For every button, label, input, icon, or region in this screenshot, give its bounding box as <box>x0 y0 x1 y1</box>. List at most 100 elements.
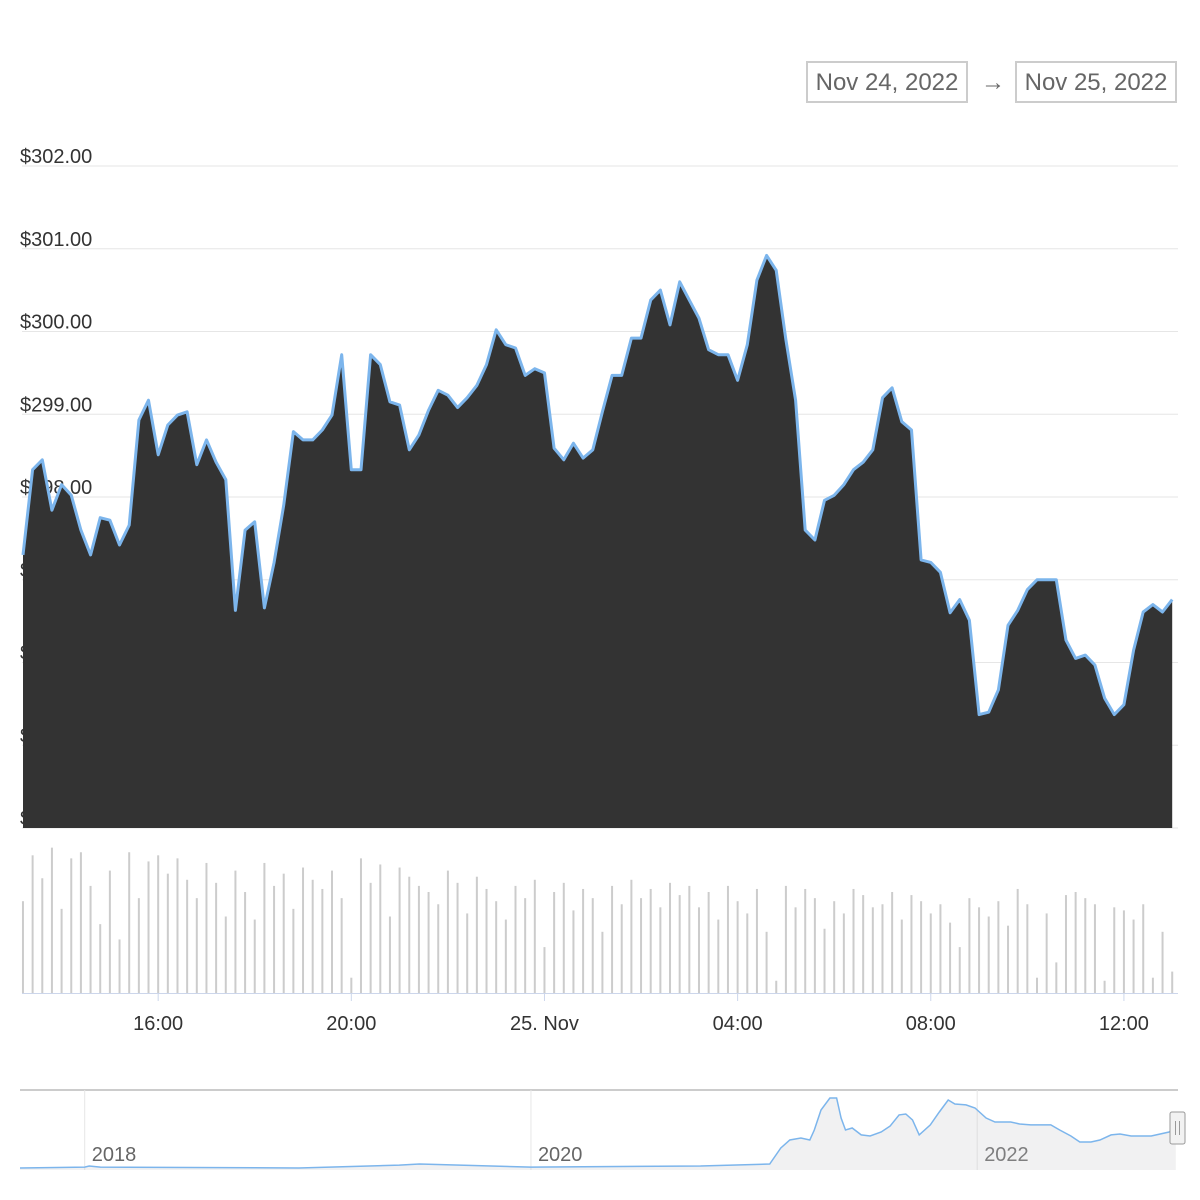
volume-bar <box>891 892 894 993</box>
volume-bar <box>717 919 720 993</box>
volume-bar <box>688 885 691 993</box>
volume-bar <box>186 879 189 993</box>
volume-bar <box>321 888 324 993</box>
volume-bar <box>244 892 247 993</box>
volume-bar <box>292 908 295 993</box>
volume-bar <box>446 870 449 993</box>
volume-bar <box>369 882 372 993</box>
volume-bar <box>79 852 82 993</box>
volume-bar <box>50 847 53 993</box>
volume-bar <box>852 888 855 993</box>
volume-bar <box>398 867 401 993</box>
volume-bar <box>755 888 758 993</box>
volume-bar <box>978 907 981 993</box>
volume-bar <box>466 913 469 993</box>
volume-bar <box>533 879 536 993</box>
volume-bar <box>1036 977 1039 993</box>
volume-bar <box>910 895 913 993</box>
volume-bar <box>611 885 614 993</box>
volume-bar <box>949 922 952 993</box>
volume-bar <box>1142 904 1145 993</box>
volume-bar <box>89 885 92 993</box>
volume-bar <box>456 882 459 993</box>
volume-bar <box>331 870 334 993</box>
volume-bar <box>1161 931 1164 993</box>
date-from[interactable]: Nov 24, 2022 <box>816 69 959 96</box>
volume-bar <box>813 898 816 993</box>
volume-bar <box>1064 895 1067 993</box>
volume-bar <box>833 901 836 993</box>
volume-bar <box>823 928 826 993</box>
volume-bar <box>987 916 990 993</box>
volume-bar <box>1151 977 1154 993</box>
volume-bar <box>794 907 797 993</box>
volume-bar <box>620 904 623 993</box>
volume-bar <box>99 924 102 993</box>
volume-bar <box>678 895 681 993</box>
volume-bar <box>427 892 430 993</box>
volume-bar <box>939 904 942 993</box>
volume-bar <box>968 898 971 993</box>
volume-bar <box>504 919 507 993</box>
volume-bar <box>253 919 256 993</box>
y-tick-label: $300.00 <box>20 312 92 334</box>
volume-bar <box>562 882 565 993</box>
volume-bar <box>1016 888 1019 993</box>
navigator-handle <box>1169 1111 1186 1145</box>
volume-bar <box>784 885 787 993</box>
volume-bar <box>765 931 768 993</box>
volume-bar <box>475 876 478 993</box>
volume-bar <box>697 907 700 993</box>
volume-bar <box>311 879 314 993</box>
volume-bar <box>514 885 517 993</box>
volume-bar <box>118 939 121 993</box>
volume-bar <box>736 901 739 993</box>
volume-bar <box>176 858 179 993</box>
volume-bar <box>60 908 63 993</box>
volume-bar <box>1093 904 1096 993</box>
volume-bar <box>70 858 73 993</box>
volume-bar <box>920 901 923 993</box>
navigator-tick-label: 2018 <box>92 1144 137 1166</box>
navigator-tick-label: 2022 <box>984 1144 1028 1166</box>
volume-bar <box>128 852 131 993</box>
volume-bar <box>726 885 729 993</box>
date-from-box[interactable] <box>806 61 968 103</box>
volume-bar <box>417 885 420 993</box>
volume-bar <box>1084 898 1087 993</box>
volume-bar <box>1055 962 1058 993</box>
date-arrow: → <box>981 69 1005 96</box>
date-to[interactable]: Nov 25, 2022 <box>1025 69 1168 96</box>
volume-bar <box>871 907 874 993</box>
x-tick-label: 25. Nov <box>510 1013 579 1035</box>
volume-bar <box>775 980 778 993</box>
volume-bar <box>388 916 391 993</box>
volume-bar <box>591 898 594 993</box>
volume-bar <box>485 888 488 993</box>
volume-bar <box>1103 980 1106 993</box>
volume-bar <box>234 870 237 993</box>
volume-bar <box>1113 907 1116 993</box>
volume-bar <box>707 892 710 993</box>
volume-bar <box>1171 971 1174 993</box>
volume-bar <box>1074 892 1077 993</box>
volume-bar <box>881 904 884 993</box>
volume-bar <box>1132 919 1135 993</box>
x-tick-label: 04:00 <box>713 1013 763 1035</box>
x-tick-label: 20:00 <box>326 1013 376 1035</box>
volume-bar <box>997 901 1000 993</box>
price-area <box>23 255 1173 828</box>
volume-bar <box>1026 904 1029 993</box>
volume-bar <box>929 913 932 993</box>
volume-bar <box>157 855 160 993</box>
volume-bar <box>862 895 865 993</box>
volume-bar <box>900 919 903 993</box>
volume-bar <box>649 888 652 993</box>
volume-bar <box>379 864 382 993</box>
volume-bar <box>282 873 285 993</box>
x-tick-label: 16:00 <box>133 1013 183 1035</box>
volume-bar <box>659 907 662 993</box>
volume-bar <box>205 862 208 993</box>
date-to-box[interactable] <box>1015 61 1177 103</box>
